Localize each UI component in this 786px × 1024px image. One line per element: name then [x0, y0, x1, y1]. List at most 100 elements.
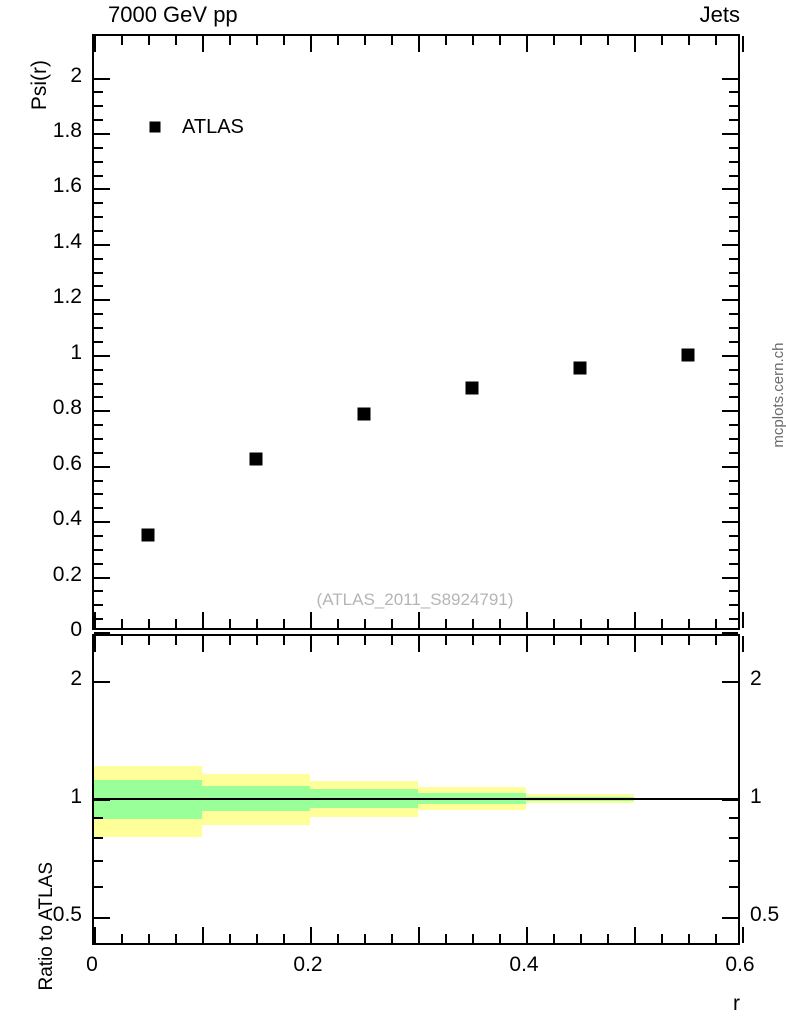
main-ytick-left: [94, 160, 103, 163]
credit-wrapper: mcplots.cern.ch [arXiv:1306.3436]: [770, 330, 786, 448]
ratio-xtick-bottom: [580, 934, 582, 943]
main-ytick-left: [94, 396, 103, 399]
ratio-xtick-top: [391, 636, 393, 645]
analysis-watermark: (ATLAS_2011_S8924791): [316, 590, 514, 609]
main-ytick-left: [94, 521, 110, 524]
main-xtick-bottom: [364, 619, 366, 628]
data-point-marker: [141, 528, 155, 542]
ratio-xtick-top: [175, 636, 177, 645]
main-xtick-bottom: [580, 619, 582, 628]
ratio-xtick-bottom: [661, 934, 663, 943]
main-ytick-label: 0.6: [52, 451, 82, 475]
main-ytick-right: [729, 340, 738, 343]
main-ytick-right: [729, 146, 738, 149]
main-ytick-left: [94, 382, 103, 385]
ratio-ytick-right: [729, 886, 738, 889]
ratio-ytick-left: [94, 859, 103, 862]
legend-marker-atlas: [149, 121, 161, 133]
main-xtick-top: [256, 36, 258, 45]
ratio-xtick-bottom: [94, 927, 96, 943]
main-ytick-left: [94, 479, 103, 482]
x-axis-label: r: [733, 992, 740, 1015]
ratio-xtick-bottom: [688, 934, 690, 943]
main-ytick-right: [722, 521, 738, 524]
ratio-xtick-bottom: [148, 934, 150, 943]
ratio-ytick-label: 0.5: [52, 903, 82, 927]
main-ytick-right: [729, 216, 738, 219]
ratio-ytick-right: [729, 816, 738, 819]
main-xtick-bottom: [607, 619, 609, 628]
ratio-xtick-bottom: [364, 934, 366, 943]
main-xtick-bottom: [121, 619, 123, 628]
data-point-marker: [465, 381, 479, 395]
main-ytick-right: [729, 604, 738, 607]
ratio-ytick-left: [94, 917, 110, 920]
main-xtick-bottom: [715, 619, 717, 628]
main-ytick-right: [729, 479, 738, 482]
main-ytick-left: [94, 243, 110, 246]
main-ytick-label: 1: [70, 340, 82, 364]
main-xtick-top: [499, 36, 501, 45]
data-point-marker: [681, 348, 695, 362]
main-ytick-right: [729, 174, 738, 177]
ratio-xtick-top: [661, 636, 663, 645]
ratio-xtick-bottom: [472, 934, 474, 943]
main-xtick-top: [283, 36, 285, 45]
main-ytick-left: [94, 465, 110, 468]
ratio-xtick-top: [472, 636, 474, 645]
main-ytick-right: [722, 465, 738, 468]
main-ytick-left: [94, 313, 103, 316]
main-ytick-right: [729, 327, 738, 330]
main-xtick-top: [202, 36, 204, 52]
main-xtick-bottom: [229, 619, 231, 628]
main-ytick-right: [722, 243, 738, 246]
main-ytick-right: [722, 299, 738, 302]
main-ytick-left: [94, 202, 103, 205]
ratio-xtick-top: [337, 636, 339, 645]
main-xtick-top: [742, 36, 744, 52]
main-ytick-right: [729, 396, 738, 399]
main-xtick-bottom: [445, 619, 447, 628]
ratio-xtick-top: [121, 636, 123, 645]
legend-label-atlas: ATLAS: [182, 116, 244, 138]
ratio-xtick-top: [688, 636, 690, 645]
main-plot-frame: ATLAS (ATLAS_2011_S8924791): [92, 34, 744, 634]
ratio-xtick-bottom: [202, 927, 204, 943]
main-ytick-label: 1.8: [52, 119, 82, 143]
x-tick-label: 0.6: [725, 953, 755, 976]
ratio-xtick-bottom: [256, 934, 258, 943]
main-ytick-right: [729, 534, 738, 537]
ratio-xtick-bottom: [607, 934, 609, 943]
ratio-xtick-top: [715, 636, 717, 645]
ratio-xtick-top: [364, 636, 366, 645]
main-ytick-right: [729, 160, 738, 163]
main-ytick-left: [94, 327, 103, 330]
main-ytick-right: [729, 618, 738, 621]
main-xtick-bottom: [391, 619, 393, 628]
main-ytick-left: [94, 299, 110, 302]
data-point-marker: [249, 452, 263, 466]
main-ytick-label: 0.2: [52, 562, 82, 586]
ratio-xtick-bottom: [310, 927, 312, 943]
main-ytick-right: [729, 119, 738, 122]
main-xtick-top: [229, 36, 231, 45]
main-ytick-left: [94, 133, 110, 136]
main-xtick-top: [661, 36, 663, 45]
ratio-xtick-top: [445, 636, 447, 645]
main-ytick-left: [94, 91, 103, 94]
main-ytick-right: [729, 424, 738, 427]
beam-energy-label: 7000 GeV pp: [108, 2, 238, 27]
main-ytick-left: [94, 188, 110, 191]
main-xtick-top: [580, 36, 582, 45]
main-ytick-left: [94, 77, 110, 80]
main-xtick-bottom: [148, 619, 150, 628]
mcplots-credit-label: mcplots.cern.ch [arXiv:1306.3436]: [770, 342, 786, 448]
main-xtick-bottom: [634, 612, 636, 628]
main-ytick-left: [94, 368, 103, 371]
main-xtick-bottom: [526, 612, 528, 628]
main-xtick-bottom: [256, 619, 258, 628]
main-ytick-right: [729, 313, 738, 316]
main-ytick-right: [729, 91, 738, 94]
main-ytick-label: 2: [70, 63, 82, 87]
